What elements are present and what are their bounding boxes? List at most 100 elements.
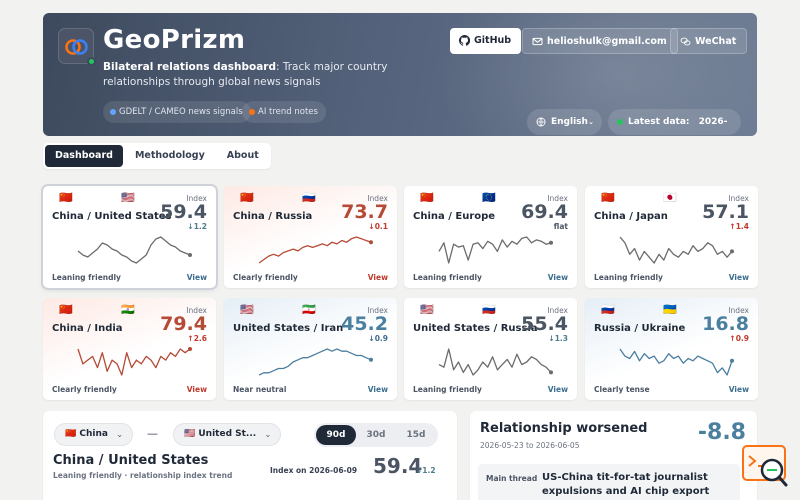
relationship-card[interactable]: 🇨🇳 🇺🇸 China / United States Index 59.4 ↓1.2 Le… — [41, 184, 218, 290]
pair-name: Russia / Ukraine — [594, 323, 686, 334]
main-thread-box[interactable]: Main thread US-China tit-for-tat journal… — [478, 464, 740, 500]
index-delta: ↑1.4 — [729, 222, 749, 231]
view-link[interactable]: View — [367, 385, 388, 394]
country-a-select[interactable]: 🇨🇳 China ⌄ — [54, 423, 133, 446]
source-chip: GDELT / CAMEO news signals — [103, 101, 251, 123]
index-delta: ↓1.3 — [548, 334, 568, 343]
rings-logo-icon — [65, 39, 88, 55]
github-icon — [459, 35, 470, 46]
email-label: helioshulk@gmail.com — [547, 36, 667, 47]
sparkline-endpoint — [730, 358, 734, 363]
detail-index-value: 59.4 — [373, 454, 423, 478]
pair-name: China / Japan — [594, 211, 668, 222]
pair-flags: 🇨🇳 🇺🇸 — [59, 191, 135, 204]
relationship-card[interactable]: 🇨🇳 🇯🇵 China / Japan Index 57.1 ↑1.4 Leaning fr… — [585, 186, 758, 288]
relationship-card[interactable]: 🇨🇳 🇪🇺 China / Europe Index 69.4 flat Leaning f… — [404, 186, 577, 288]
sparkline-endpoint — [188, 347, 192, 351]
sparkline-endpoint — [369, 240, 373, 245]
globe-icon — [536, 117, 546, 127]
country-b-flag: 🇺🇸 — [184, 429, 196, 439]
index-label: Index — [186, 306, 207, 315]
range-30d[interactable]: 30d — [366, 430, 386, 440]
view-link[interactable]: View — [367, 273, 388, 282]
index-value: 59.4 — [160, 201, 207, 223]
flag-b-icon: 🇯🇵 — [663, 191, 678, 204]
github-button[interactable]: GitHub — [450, 28, 522, 54]
sparkline-chart — [258, 236, 373, 264]
relationship-card[interactable]: 🇺🇸 🇷🇺 United States / Russia Index 55.4 ↓1.3 L… — [404, 298, 577, 400]
status-dot-icon — [617, 119, 623, 125]
index-value: 45.2 — [341, 313, 388, 335]
stance-label: Leaning friendly — [594, 273, 663, 282]
pair-flags: 🇨🇳 🇪🇺 — [420, 191, 496, 204]
index-delta: ↓0.1 — [368, 222, 388, 231]
index-value: 57.1 — [702, 201, 749, 223]
country-b-select[interactable]: 🇺🇸 United St... ⌄ — [173, 423, 282, 446]
worsened-title: Relationship worsened — [480, 421, 648, 436]
pair-name: United States / Iran — [233, 323, 344, 334]
latest-label: Latest data: — [628, 117, 690, 127]
flag-a-icon: 🇨🇳 — [59, 303, 74, 316]
sparkline-chart — [619, 348, 734, 376]
view-link[interactable]: View — [728, 385, 749, 394]
relationship-card[interactable]: 🇨🇳 🇷🇺 China / Russia Index 73.7 ↓0.1 Clearly f… — [224, 186, 397, 288]
view-link[interactable]: View — [728, 273, 749, 282]
index-value: 69.4 — [521, 201, 568, 223]
index-label: Index — [186, 194, 207, 203]
view-link[interactable]: View — [547, 273, 568, 282]
tab-about[interactable]: About — [226, 150, 259, 161]
github-label: GitHub — [474, 35, 512, 46]
relationship-card[interactable]: 🇷🇺 🇺🇦 Russia / Ukraine Index 16.8 ↑0.9 Clearly… — [585, 298, 758, 400]
relationship-card[interactable]: 🇨🇳 🇮🇳 China / India Index 79.4 ↑2.6 Clearly fr… — [43, 298, 216, 400]
flag-a-icon: 🇨🇳 — [601, 191, 616, 204]
index-label: Index — [367, 194, 388, 203]
flag-a-icon: 🇺🇸 — [420, 303, 435, 316]
email-button[interactable]: helioshulk@gmail.com — [522, 28, 678, 54]
sparkline-path — [77, 236, 191, 264]
language-select[interactable]: English ⌄ — [527, 109, 602, 135]
language-label: English — [551, 117, 588, 127]
chip-dot-icon — [110, 109, 116, 115]
relationship-card[interactable]: 🇺🇸 🇮🇷 United States / Iran Index 45.2 ↓0.9 Nea… — [224, 298, 397, 400]
brand-title: GeoPrizm — [103, 25, 246, 55]
index-delta: ↑0.9 — [729, 334, 749, 343]
flag-b-icon: 🇺🇦 — [663, 303, 678, 316]
mail-icon — [532, 37, 543, 46]
thread-text: US-China tit-for-tat journalist expulsio… — [542, 472, 710, 497]
range-15d[interactable]: 15d — [406, 430, 426, 440]
sparkline-endpoint — [549, 240, 553, 245]
flag-b-icon: 🇪🇺 — [482, 191, 497, 204]
stance-label: Clearly friendly — [52, 385, 117, 394]
tab-methodology[interactable]: Methodology — [134, 150, 205, 161]
range-90d[interactable]: 90d — [316, 425, 356, 445]
wechat-button[interactable]: WeChat — [670, 28, 748, 54]
flag-b-icon: 🇮🇳 — [121, 303, 136, 316]
sparkline-chart — [438, 236, 553, 264]
view-link[interactable]: View — [186, 385, 207, 394]
view-link[interactable]: View — [547, 385, 568, 394]
worsened-value: -8.8 — [697, 420, 746, 445]
stance-label: Leaning friendly — [52, 273, 121, 282]
chip-label: GDELT / CAMEO news signals — [119, 107, 243, 117]
online-status-dot — [87, 57, 96, 66]
sparkline-path — [258, 348, 372, 376]
worsened-date-range: 2026-05-23 to 2026-06-05 — [480, 441, 580, 450]
flag-a-icon: 🇨🇳 — [59, 191, 74, 204]
pair-name: United States / Russia — [413, 323, 538, 334]
sparkline-path — [619, 348, 733, 376]
view-link[interactable]: View — [186, 273, 207, 282]
index-value: 16.8 — [702, 313, 749, 335]
main-tabs: Dashboard Methodology About — [43, 143, 271, 169]
tagline-rest: : Track major country relationships thro… — [103, 61, 388, 88]
ai-notes-chip: AI trend notes — [242, 101, 326, 123]
chevron-down-icon: ⌄ — [264, 430, 272, 439]
index-delta: flat — [553, 222, 568, 231]
sparkline-endpoint — [730, 249, 734, 254]
index-label: Index — [367, 306, 388, 315]
pair-flags: 🇺🇸 🇷🇺 — [420, 303, 496, 316]
index-delta: ↓1.2 — [187, 222, 207, 231]
tab-dashboard[interactable]: Dashboard — [45, 145, 123, 167]
assistant-fab-icon[interactable] — [741, 444, 789, 490]
stance-label: Clearly friendly — [233, 273, 298, 282]
worsened-panel: Relationship worsened 2026-05-23 to 2026… — [470, 411, 757, 500]
